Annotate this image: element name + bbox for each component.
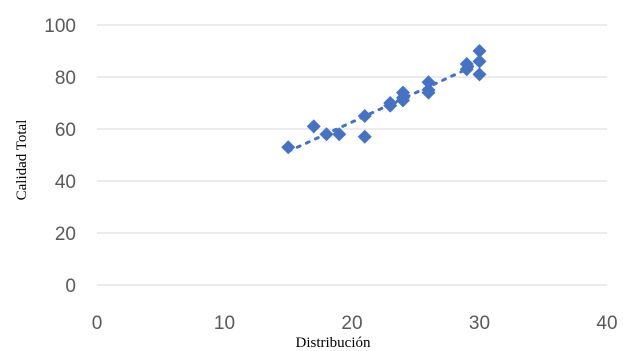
x-tick-label: 30 <box>469 313 490 334</box>
grid-lines <box>97 24 607 234</box>
y-tick-label: 60 <box>55 120 76 141</box>
y-tick-label: 0 <box>65 276 76 297</box>
x-tick-label: 10 <box>214 313 235 334</box>
data-point <box>383 96 398 110</box>
data-point <box>357 109 372 123</box>
data-point <box>472 54 487 69</box>
data-points <box>281 44 487 155</box>
data-point <box>281 140 296 155</box>
y-tick-label: 100 <box>44 16 76 37</box>
data-point <box>472 67 487 82</box>
y-tick-label: 20 <box>55 224 76 245</box>
data-point <box>421 75 436 90</box>
y-tick-label: 80 <box>55 68 76 89</box>
x-tick-labels: 0 10 20 30 40 <box>92 313 618 334</box>
data-point <box>357 129 372 144</box>
y-tick-labels: 0 20 40 60 80 100 <box>44 16 76 297</box>
x-axis-title: Distribución <box>296 335 371 351</box>
data-point <box>396 85 410 100</box>
x-tick-label: 20 <box>341 313 362 334</box>
data-point <box>472 44 487 58</box>
y-tick-label: 40 <box>55 172 76 193</box>
x-tick-label: 0 <box>92 313 103 334</box>
data-point <box>332 127 347 142</box>
data-point <box>421 83 436 97</box>
data-point <box>306 119 321 134</box>
x-tick-label: 40 <box>596 313 617 334</box>
data-point <box>459 57 474 71</box>
y-axis-title: Calidad Total <box>14 120 30 201</box>
data-point <box>319 127 334 142</box>
